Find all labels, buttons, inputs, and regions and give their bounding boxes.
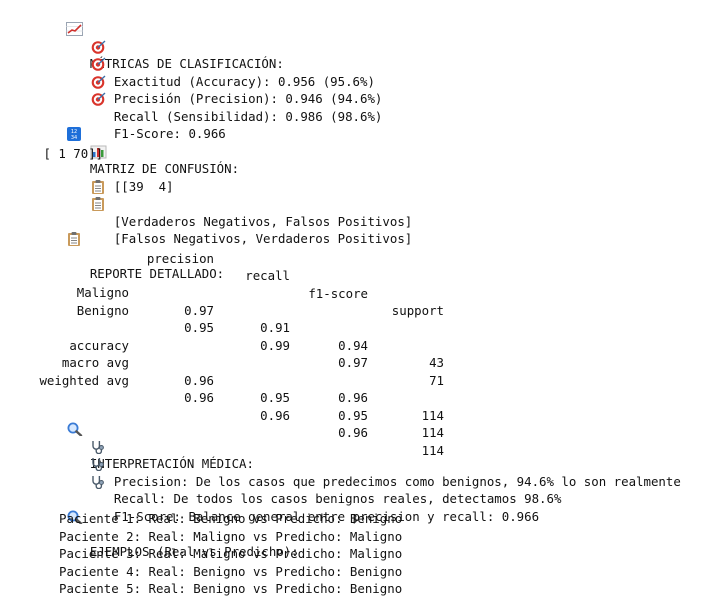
f1-cell: 0.95 [338,407,368,423]
direct-hit-target-icon [90,75,108,89]
report-heading: REPORTE DETALLADO: [89,266,225,282]
column-header: f1-score [308,285,368,301]
input-numbers-icon: 12 34 [66,127,84,142]
report-heading-line: REPORTE DETALLADO: [36,215,224,281]
row-label: accuracy [69,337,129,353]
interpretation-heading-line: INTERPRETACIÓN MÉDICA: [36,405,254,471]
report-header-row: precision recall f1-score support [0,233,444,318]
clipboard-icon [66,232,84,247]
report-row: accuracy 0.96 114 [0,320,444,423]
support-cell: 114 [421,425,444,441]
row-label: Benigno [76,302,129,318]
recall-cell: 0.91 [260,320,290,336]
precision-cell: 0.96 [184,372,214,388]
metrics-heading: MÉTRICAS DE CLASIFICACIÓN: [89,56,284,72]
row-label: Maligno [76,285,129,301]
f1-cell: 0.96 [338,390,368,406]
confusion-legend-1: [Verdaderos Negativos, Falsos Positivos] [60,163,412,229]
stethoscope-icon [90,475,108,489]
interpretation-text: Precision: De los casos que predecimos c… [113,473,681,489]
column-header: precision [146,250,214,266]
report-row: weighted avg 0.96 0.96 0.96 114 [0,355,444,458]
examples-heading: EJEMPLOS (Real vs Predicho): [89,543,299,559]
interpretation-heading: INTERPRETACIÓN MÉDICA: [89,456,254,472]
support-cell: 71 [429,372,444,388]
report-row: Benigno 0.95 0.99 0.97 71 [0,285,444,388]
example-item: Paciente 5: Real: Benigno vs Predicho: B… [59,581,403,596]
f1-cell: 0.96 [338,425,368,441]
examples-heading-line: EJEMPLOS (Real vs Predicho): [36,493,299,559]
column-header: recall [245,268,290,284]
clipboard-icon [90,179,108,194]
support-cell: 43 [429,355,444,371]
interpretation-item: F1-Score: Balance general entre precisio… [60,458,539,524]
recall-cell: 0.96 [260,407,290,423]
precision-cell: 0.97 [184,302,214,318]
stethoscope-icon [90,440,108,454]
interpretation-item: Precision: De los casos que predecimos c… [60,423,681,489]
metric-item-text: Precisión (Precision): 0.946 (94.6%) [113,91,383,107]
f1-cell: 0.97 [338,355,368,371]
metric-item-text: Exactitud (Accuracy): 0.956 (95.6%) [113,73,375,89]
confusion-legend-text: [Falsos Negativos, Verdaderos Positivos] [113,231,413,247]
example-item: Paciente 4: Real: Benigno vs Predicho: B… [59,563,403,579]
metric-item-recall: Recall (Sensibilidad): 0.986 (98.6%) [60,58,382,124]
confusion-heading-line: 12 34 MATRIZ DE CONFUSIÓN: [36,110,239,176]
stethoscope-icon [90,457,108,472]
direct-hit-target-icon [90,92,108,107]
bar-chart-icon [90,145,108,159]
example-item: Paciente 3: Real: Maligno vs Predicho: M… [59,546,403,561]
confusion-legend-2: [Falsos Negativos, Verdaderos Positivos] [60,180,412,246]
precision-cell: 0.95 [184,320,214,336]
magnifying-glass-icon [66,510,84,524]
recall-cell: 0.95 [260,390,290,406]
f1-cell: 0.94 [338,337,368,353]
metric-item-text: Recall (Sensibilidad): 0.986 (98.6%) [113,108,383,124]
metric-item-accuracy: Exactitud (Accuracy): 0.956 (95.6%) [60,23,375,89]
interpretation-item: Recall: De todos los casos benignos real… [60,440,561,506]
support-cell: 114 [421,442,444,458]
support-cell: 114 [421,407,444,423]
report-row: macro avg 0.96 0.95 0.95 114 [0,337,444,440]
confusion-legend-text: [Verdaderos Negativos, Falsos Positivos] [113,213,413,229]
interpretation-text: Recall: De todos los casos benignos real… [113,491,562,507]
precision-cell: 0.96 [184,390,214,406]
row-label: weighted avg [39,372,129,388]
report-row: Maligno 0.97 0.91 0.94 43 [0,267,444,370]
confusion-row-1-text: [[39 4] [113,178,174,194]
clipboard-icon [90,197,108,212]
confusion-heading: MATRIZ DE CONFUSIÓN: [89,161,240,177]
example-item: Paciente 1: Real: Benigno vs Predicho: B… [59,511,403,526]
direct-hit-target-icon [90,40,108,54]
magnifying-glass-icon [66,422,84,437]
example-item: Paciente 2: Real: Maligno vs Predicho: M… [59,528,403,544]
svg-text:12: 12 [71,129,77,135]
row-label: macro avg [61,355,129,371]
metric-item-f1: F1-Score: 0.966 [60,75,226,141]
confusion-row-2: [ 1 70]] [36,146,104,161]
direct-hit-target-icon [90,57,108,72]
recall-cell: 0.99 [260,337,290,353]
metric-item-precision: Precisión (Precision): 0.946 (94.6%) [60,40,382,106]
metric-item-text: F1-Score: 0.966 [113,126,226,142]
interpretation-text: F1-Score: Balance general entre precisio… [113,508,540,524]
metrics-heading-line: MÉTRICAS DE CLASIFICACIÓN: [36,5,284,71]
chart-increasing-icon [65,22,84,37]
column-header: support [391,303,444,319]
confusion-row-1: [[39 4] [60,128,174,194]
svg-text:34: 34 [71,135,77,141]
